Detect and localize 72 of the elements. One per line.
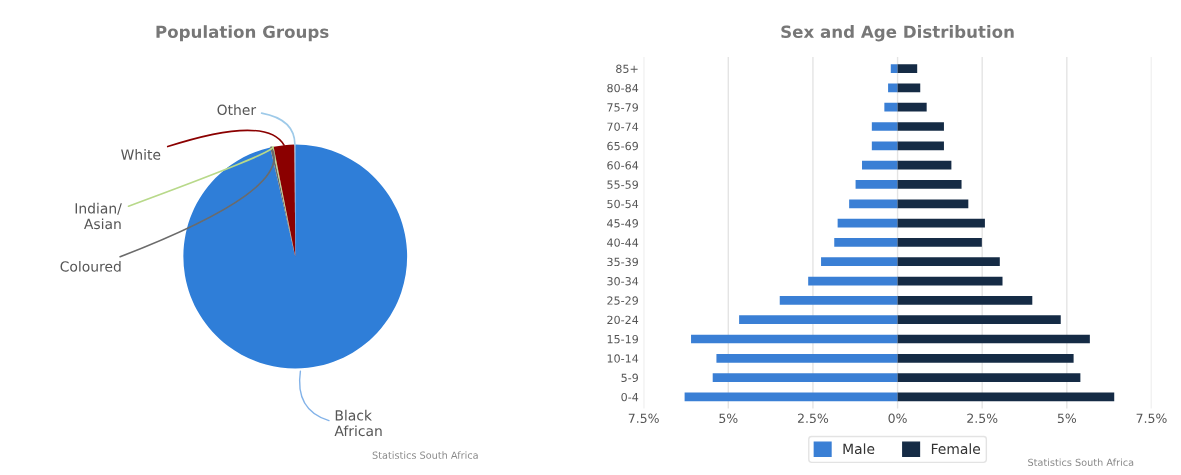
bar bbox=[897, 160, 952, 170]
y-tick-label: 80-84 bbox=[607, 83, 639, 93]
y-tick-label: 0-4 bbox=[621, 392, 639, 402]
x-tick-label: 2.5% bbox=[797, 413, 829, 424]
bar bbox=[897, 218, 985, 228]
y-tick-label: 55-59 bbox=[607, 180, 638, 189]
bar bbox=[691, 334, 898, 344]
bar bbox=[897, 141, 944, 151]
text: Statistics South Africa bbox=[372, 451, 478, 459]
x-tick-label: 5% bbox=[719, 413, 738, 424]
bar bbox=[897, 257, 1000, 267]
bar bbox=[897, 353, 1074, 363]
bar bbox=[862, 160, 898, 170]
slice-label: White bbox=[121, 149, 161, 160]
bar bbox=[897, 373, 1081, 382]
bar bbox=[871, 122, 898, 131]
bar bbox=[897, 392, 1115, 402]
y-tick-label: 20-24 bbox=[607, 315, 639, 325]
bar bbox=[890, 64, 898, 73]
bar bbox=[834, 238, 898, 247]
bar bbox=[897, 296, 1033, 305]
x-tick-label: 7.5% bbox=[628, 413, 659, 424]
bar bbox=[897, 238, 982, 247]
y-tick-label: 40-44 bbox=[607, 238, 639, 247]
bar bbox=[821, 257, 898, 267]
chart-title: Sex and Age Distribution bbox=[781, 25, 1014, 42]
bar bbox=[712, 373, 898, 382]
y-tick-label: 15-19 bbox=[607, 334, 638, 344]
y-tick-label: 50-54 bbox=[607, 199, 639, 209]
bar bbox=[739, 315, 898, 324]
y-tick-label: 45-49 bbox=[607, 219, 638, 228]
bar bbox=[837, 218, 898, 228]
y-tick-label: 10-14 bbox=[607, 354, 639, 363]
legend-label: Female bbox=[931, 443, 981, 455]
bar bbox=[779, 296, 898, 305]
x-tick-label: 0% bbox=[888, 413, 907, 424]
bar bbox=[897, 64, 918, 73]
slice-label: Black African bbox=[334, 409, 382, 437]
y-tick-label: 70-74 bbox=[607, 122, 639, 131]
bar bbox=[871, 141, 898, 151]
y-tick-label: 60-64 bbox=[607, 161, 639, 170]
chart-title: Population Groups bbox=[156, 25, 329, 42]
bar bbox=[897, 315, 1061, 324]
bar bbox=[888, 83, 898, 93]
legend-label: Male bbox=[843, 443, 875, 455]
y-tick-label: 35-39 bbox=[607, 257, 638, 267]
y-tick-label: 85+ bbox=[616, 64, 638, 73]
bar bbox=[897, 122, 944, 131]
y-tick-label: 25-29 bbox=[607, 296, 638, 305]
pie-slice bbox=[183, 144, 408, 369]
slice-label: Other bbox=[217, 104, 257, 116]
y-tick-label: 30-34 bbox=[607, 277, 639, 286]
bar bbox=[684, 392, 898, 402]
x-tick-label: 2.5% bbox=[967, 413, 998, 424]
x-tick-label: 7.5% bbox=[1136, 413, 1167, 424]
bar bbox=[897, 334, 1090, 344]
bar bbox=[855, 180, 898, 189]
slice-label: Coloured bbox=[60, 260, 121, 272]
bar bbox=[884, 102, 898, 112]
bar bbox=[849, 199, 898, 209]
bar bbox=[897, 199, 969, 209]
bar bbox=[897, 276, 1003, 286]
text: Statistics South Africa bbox=[1028, 458, 1134, 466]
bar bbox=[897, 102, 927, 112]
bar bbox=[897, 180, 962, 189]
y-tick-label: 75-79 bbox=[607, 103, 638, 112]
slice-label: Indian/ Asian bbox=[75, 202, 122, 230]
y-tick-label: 5-9 bbox=[621, 373, 638, 382]
x-tick-label: 5% bbox=[1057, 413, 1077, 424]
bar bbox=[716, 353, 898, 363]
bar bbox=[808, 276, 898, 286]
y-tick-label: 65-69 bbox=[607, 141, 638, 151]
